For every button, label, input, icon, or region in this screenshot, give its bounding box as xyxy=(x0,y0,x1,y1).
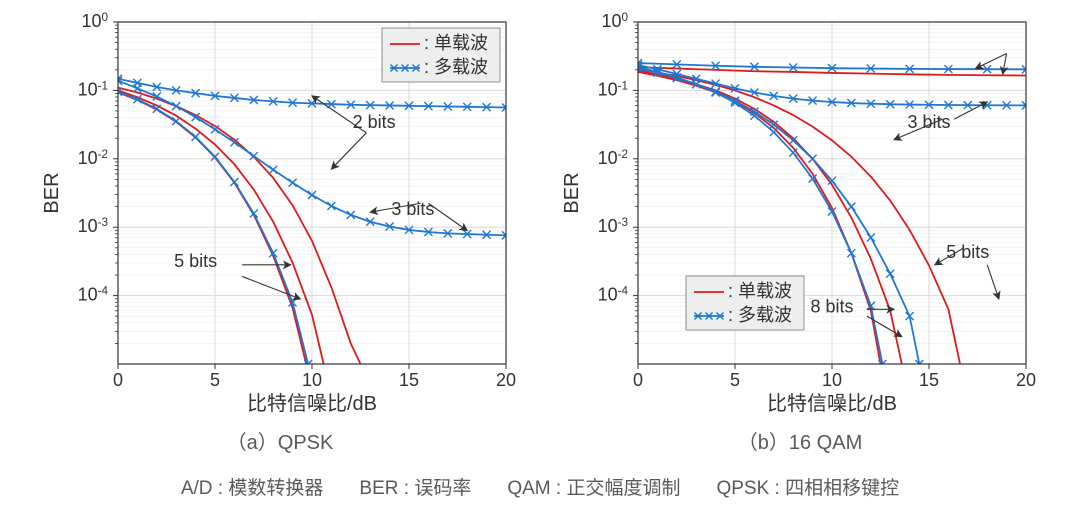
svg-text:: 多载波: : 多载波 xyxy=(424,57,488,77)
svg-text:8 bits: 8 bits xyxy=(810,297,853,317)
subcap-b: （b）16 QAM xyxy=(738,426,862,455)
svg-text:10-4: 10-4 xyxy=(598,284,629,305)
svg-text:10-2: 10-2 xyxy=(78,147,108,168)
subcap-a: （a）QPSK xyxy=(227,426,334,455)
glossary-qam: QAM : 正交幅度调制 xyxy=(507,473,680,500)
glossary-ad: A/D : 模数转换器 xyxy=(181,473,324,500)
footer-glossary: A/D : 模数转换器 BER : 误码率 QAM : 正交幅度调制 QPSK … xyxy=(20,473,1060,500)
svg-text:5 bits: 5 bits xyxy=(946,242,989,262)
chart-row: 0510152010010-110-210-310-4比特信噪比/dBBER2 … xyxy=(20,10,1060,455)
svg-text:: 单载波: : 单载波 xyxy=(424,33,488,53)
svg-text:BER: BER xyxy=(561,172,583,213)
svg-text:100: 100 xyxy=(601,11,628,32)
svg-text:0: 0 xyxy=(113,370,123,390)
svg-text:5: 5 xyxy=(730,370,740,390)
svg-text:3 bits: 3 bits xyxy=(391,199,434,219)
svg-text:比特信噪比/dB: 比特信噪比/dB xyxy=(247,392,377,415)
svg-text:0: 0 xyxy=(633,370,643,390)
svg-text:100: 100 xyxy=(81,11,108,32)
svg-text:20: 20 xyxy=(496,370,516,390)
svg-text:15: 15 xyxy=(919,370,939,390)
glossary-qpsk: QPSK : 四相相移键控 xyxy=(716,473,899,500)
svg-text:10-3: 10-3 xyxy=(78,216,108,237)
svg-text:2 bits: 2 bits xyxy=(353,112,396,132)
svg-text:BER: BER xyxy=(41,172,63,213)
svg-text:5: 5 xyxy=(210,370,220,390)
svg-text:10-1: 10-1 xyxy=(78,79,108,100)
chart-b-svg: 0 5 10 15 20 100 10-1 10-2 10-3 10-4 比特信噪比/dB BER 3 … xyxy=(560,10,1040,420)
svg-text:10-1: 10-1 xyxy=(598,79,628,100)
chart-a-svg: 0 5 10 15 20 100 10-1 10-2 10-3 10-4 比特信噪比/dB BER 2 … xyxy=(40,10,520,420)
svg-text:10-3: 10-3 xyxy=(598,216,628,237)
svg-text:10: 10 xyxy=(822,370,842,390)
svg-text:20: 20 xyxy=(1016,370,1036,390)
panel-b: 0 5 10 15 20 100 10-1 10-2 10-3 10-4 比特信噪比/dB BER 3 … xyxy=(560,10,1040,455)
glossary-ber: BER : 误码率 xyxy=(359,473,471,500)
svg-text:3 bits: 3 bits xyxy=(907,112,950,132)
svg-text:10: 10 xyxy=(302,370,322,390)
svg-text:: 多载波: : 多载波 xyxy=(728,305,792,325)
svg-text:15: 15 xyxy=(399,370,419,390)
panel-a: 0 5 10 15 20 100 10-1 10-2 10-3 10-4 比特信噪比/dB BER 2 … xyxy=(40,10,520,455)
svg-text:比特信噪比/dB: 比特信噪比/dB xyxy=(767,392,897,415)
svg-text:: 单载波: : 单载波 xyxy=(728,281,792,301)
svg-text:10-2: 10-2 xyxy=(598,147,628,168)
svg-text:5 bits: 5 bits xyxy=(174,251,217,271)
svg-text:10-4: 10-4 xyxy=(78,284,109,305)
